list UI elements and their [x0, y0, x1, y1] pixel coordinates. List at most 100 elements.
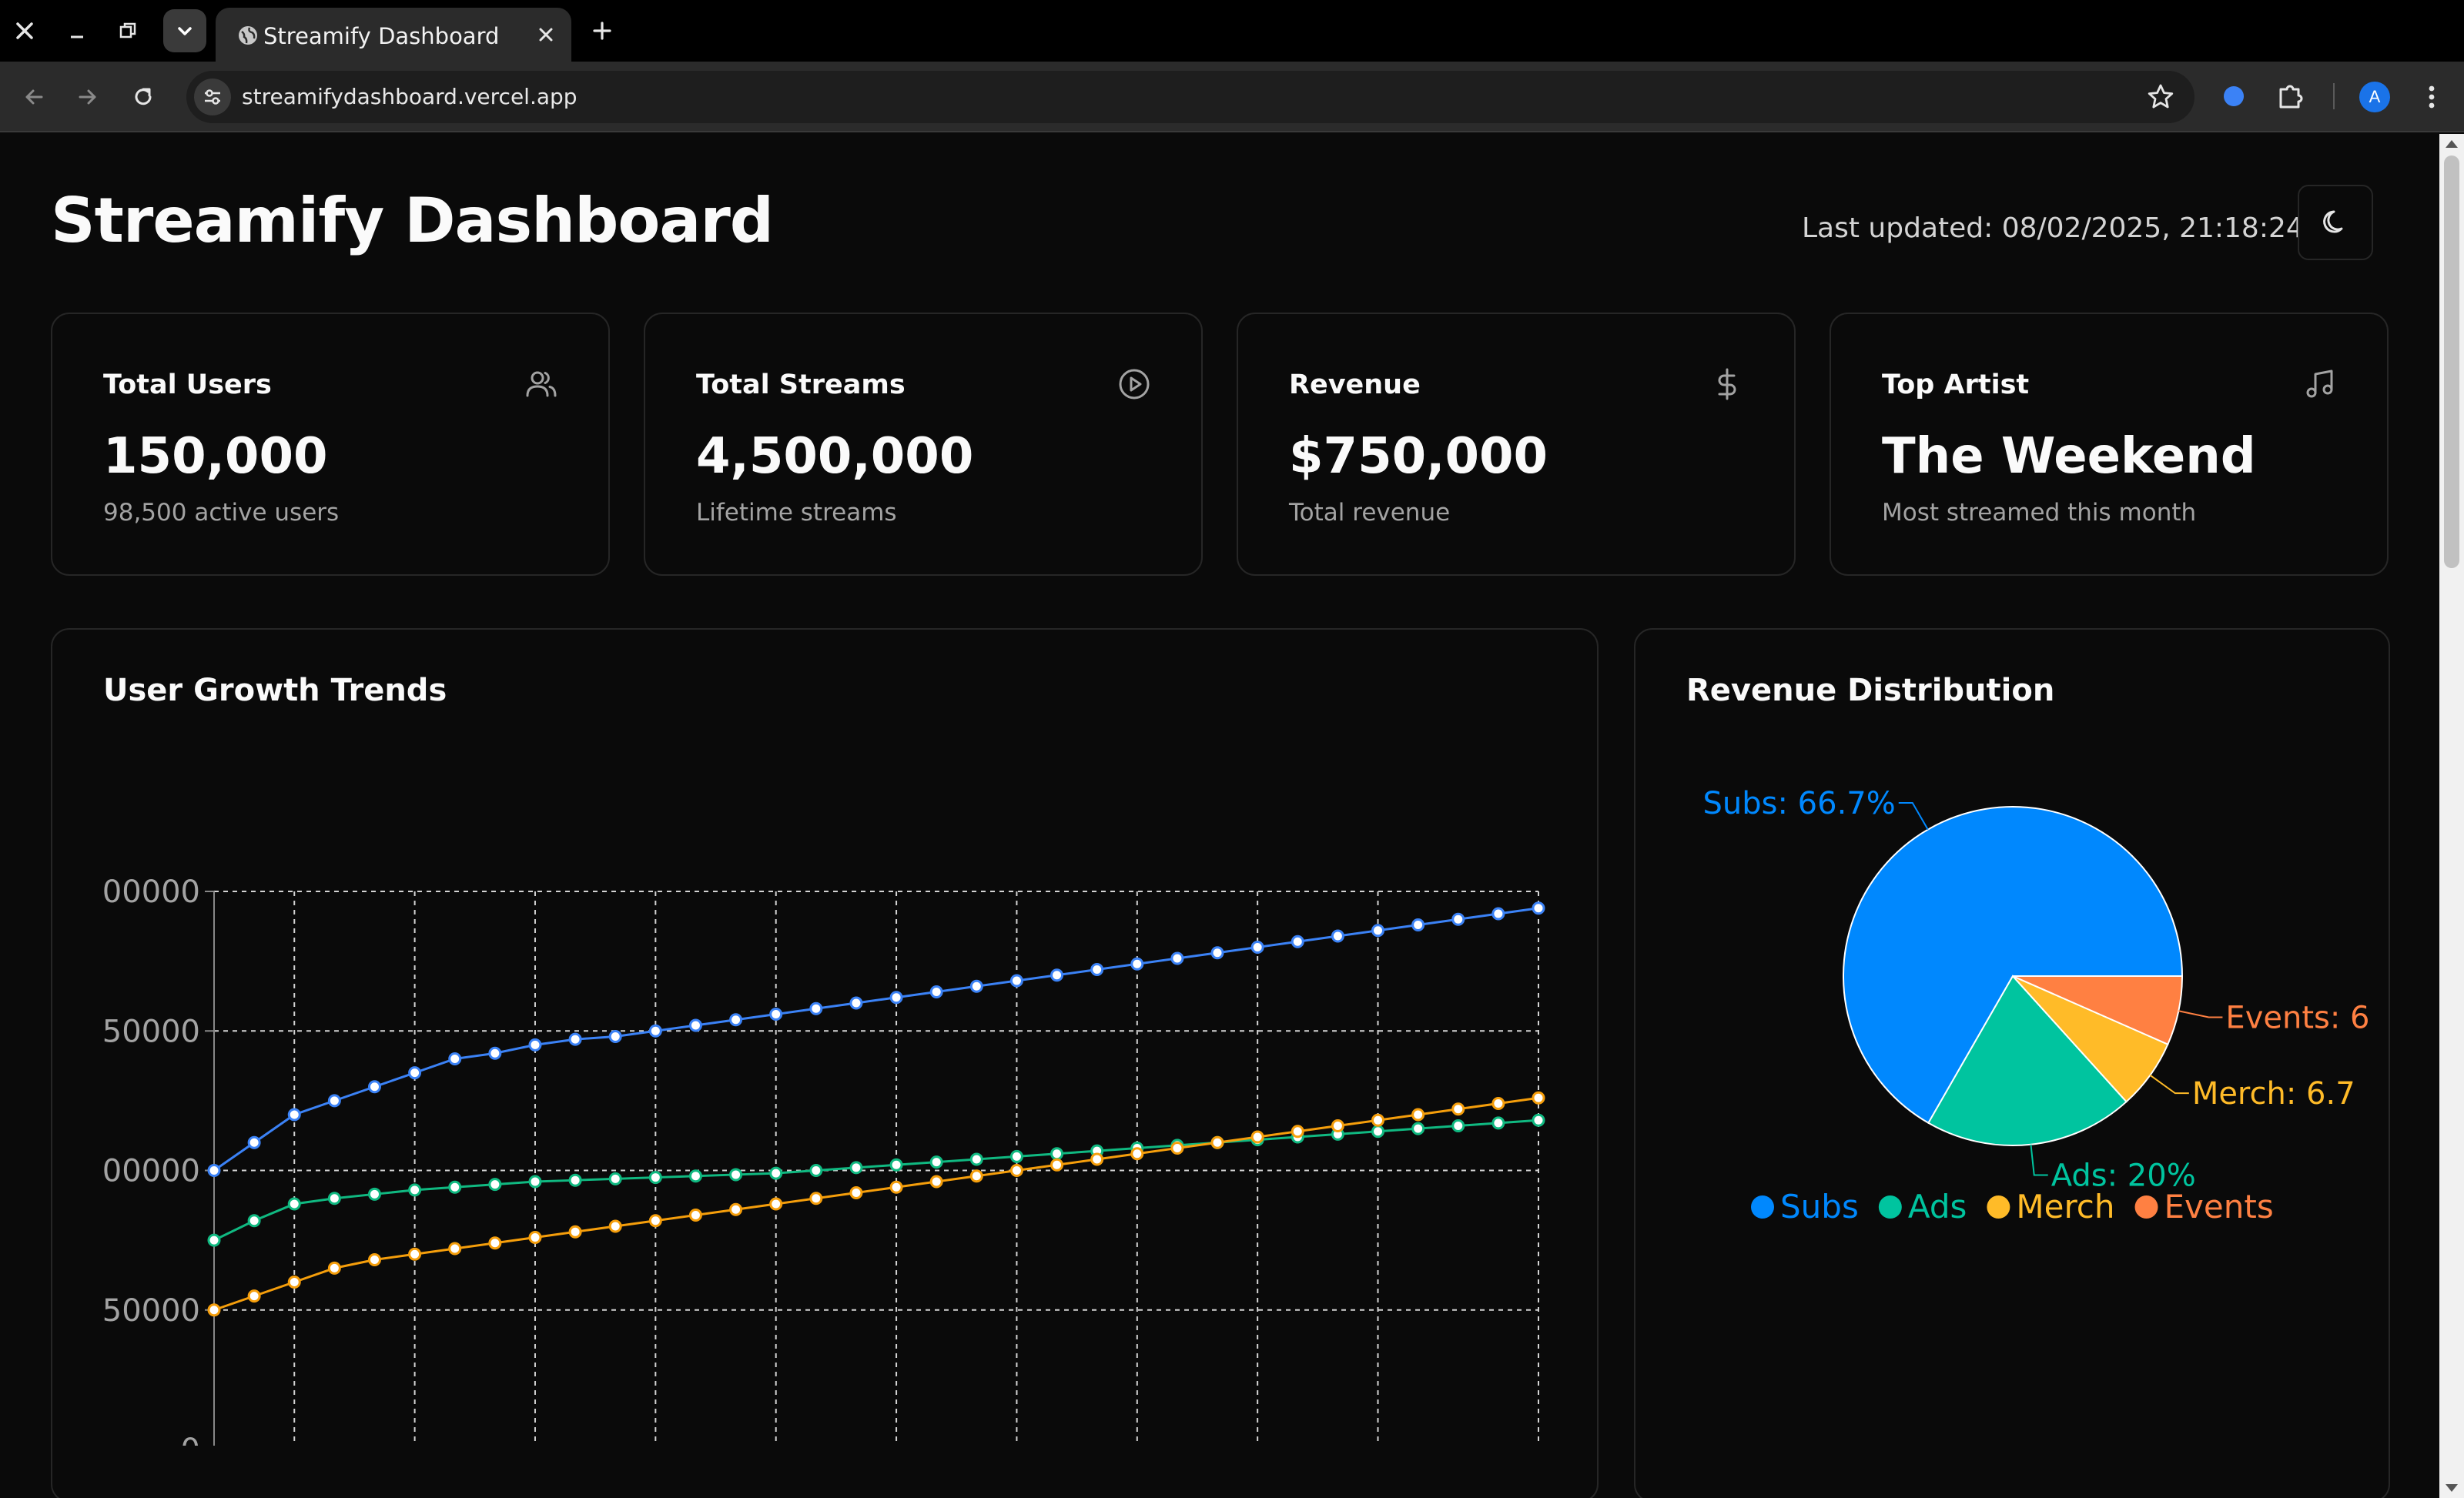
- card-subtitle: Most streamed this month: [1882, 499, 2197, 527]
- data-point: [448, 1180, 462, 1194]
- data-point: [367, 1080, 381, 1094]
- data-point: [969, 1169, 983, 1183]
- profile-avatar[interactable]: A: [2359, 82, 2390, 112]
- bookmark-star-icon[interactable]: [2145, 82, 2176, 112]
- data-point: [287, 1276, 301, 1289]
- close-window-icon[interactable]: [5, 11, 45, 51]
- data-point: [929, 985, 943, 998]
- data-point: [769, 1008, 783, 1021]
- data-point: [327, 1261, 341, 1275]
- data-point: [1371, 1113, 1385, 1127]
- page-title: Streamify Dashboard: [51, 185, 774, 256]
- data-point: [528, 1231, 542, 1244]
- data-point: [608, 1219, 622, 1233]
- tab-streamify-dashboard[interactable]: Streamify Dashboard: [216, 8, 571, 62]
- data-point: [1170, 951, 1184, 965]
- y-tick-label: 50000: [102, 1014, 200, 1049]
- card-value: $750,000: [1289, 428, 1548, 485]
- card-title: Total Streams: [696, 369, 906, 400]
- data-point: [367, 1187, 381, 1201]
- pie-leader-line: [1898, 801, 1929, 831]
- pie-leader-line: [2149, 1074, 2189, 1095]
- data-point: [568, 1032, 582, 1046]
- data-point: [929, 1155, 943, 1169]
- data-point: [849, 1161, 863, 1175]
- data-point: [1170, 1142, 1184, 1155]
- browser-toolbar: streamifydashboard.vercel.app: [0, 62, 2464, 132]
- legend-swatch: [1751, 1195, 1774, 1219]
- reload-button[interactable]: [123, 77, 163, 117]
- series-line-total-users: [213, 907, 1539, 1172]
- revenue-distribution-title: Revenue Distribution: [1686, 673, 2055, 708]
- data-point: [1371, 1125, 1385, 1139]
- legend-label: Subs: [1780, 1188, 1859, 1225]
- new-tab-button[interactable]: [582, 11, 622, 51]
- card-title: Revenue: [1289, 369, 1421, 400]
- data-point: [1090, 1152, 1104, 1166]
- extensions-puzzle-icon[interactable]: [2273, 79, 2308, 114]
- data-point: [769, 1166, 783, 1180]
- pie-slice-subs: [1843, 806, 2184, 1125]
- tab-title: Streamify Dashboard: [263, 23, 500, 49]
- site-info-button[interactable]: [194, 79, 231, 115]
- data-point: [287, 1197, 301, 1211]
- user-growth-chart: 050000000005000000000May 23Aug 23Nov 23F…: [102, 874, 1545, 1446]
- data-point: [1371, 924, 1385, 938]
- data-point: [207, 1303, 221, 1317]
- data-point: [1291, 1125, 1304, 1139]
- data-point: [769, 1197, 783, 1211]
- restore-window-icon[interactable]: [108, 11, 148, 51]
- data-point: [247, 1135, 261, 1149]
- data-point: [1532, 901, 1545, 915]
- data-point: [889, 1180, 903, 1194]
- series-line-premium-users: [213, 1096, 1539, 1312]
- arrow-left-icon: [25, 89, 43, 105]
- data-point: [408, 1183, 422, 1197]
- data-point: [608, 1030, 622, 1043]
- data-point: [688, 1018, 702, 1032]
- data-point: [608, 1172, 622, 1185]
- data-point: [969, 979, 983, 993]
- y-tick-label: 00000: [102, 874, 200, 910]
- data-point: [1451, 912, 1465, 926]
- data-point: [448, 1242, 462, 1256]
- toolbar-separator: [2333, 83, 2335, 109]
- more-menu-icon[interactable]: [2416, 80, 2447, 114]
- card-value: The Weekend: [1882, 428, 2256, 485]
- card-subtitle: Total revenue: [1289, 499, 1451, 527]
- data-point: [849, 996, 863, 1010]
- data-point: [568, 1173, 582, 1187]
- data-point: [1130, 1147, 1144, 1161]
- legend-item: Merch: [1987, 1188, 2115, 1225]
- card-subtitle: 98,500 active users: [103, 499, 340, 527]
- plus-icon: [593, 22, 611, 40]
- data-point: [1491, 1116, 1505, 1130]
- tab-close-icon[interactable]: [533, 22, 559, 48]
- data-point: [1411, 918, 1425, 931]
- data-point: [1210, 1135, 1224, 1149]
- data-point: [809, 1001, 823, 1015]
- stat-card-revenue: Revenue $750,000 Total revenue: [1237, 313, 1796, 576]
- data-point: [1210, 946, 1224, 960]
- legend-item: Ads: [1878, 1188, 1967, 1225]
- forward-button[interactable]: [68, 77, 108, 117]
- tab-search-dropdown[interactable]: [163, 9, 206, 52]
- back-button[interactable]: [14, 77, 54, 117]
- globe-icon: [239, 26, 257, 45]
- scroll-thumb[interactable]: [2444, 155, 2459, 568]
- address-bar[interactable]: streamifydashboard.vercel.app: [186, 71, 2194, 123]
- data-point: [1009, 1164, 1023, 1177]
- minimize-window-icon[interactable]: [57, 11, 97, 51]
- data-point: [929, 1175, 943, 1189]
- user-growth-title: User Growth Trends: [103, 673, 447, 708]
- data-point: [688, 1209, 702, 1222]
- data-point: [729, 1168, 743, 1182]
- music-note-icon: [2306, 369, 2333, 398]
- data-point: [1009, 1149, 1023, 1163]
- page-scrollbar[interactable]: [2439, 134, 2464, 1498]
- data-point: [207, 1164, 221, 1177]
- scroll-down-arrow[interactable]: [2446, 1484, 2458, 1492]
- theme-toggle-button[interactable]: [2298, 185, 2373, 260]
- scroll-up-arrow[interactable]: [2446, 140, 2458, 148]
- extension-icon[interactable]: [2224, 86, 2244, 106]
